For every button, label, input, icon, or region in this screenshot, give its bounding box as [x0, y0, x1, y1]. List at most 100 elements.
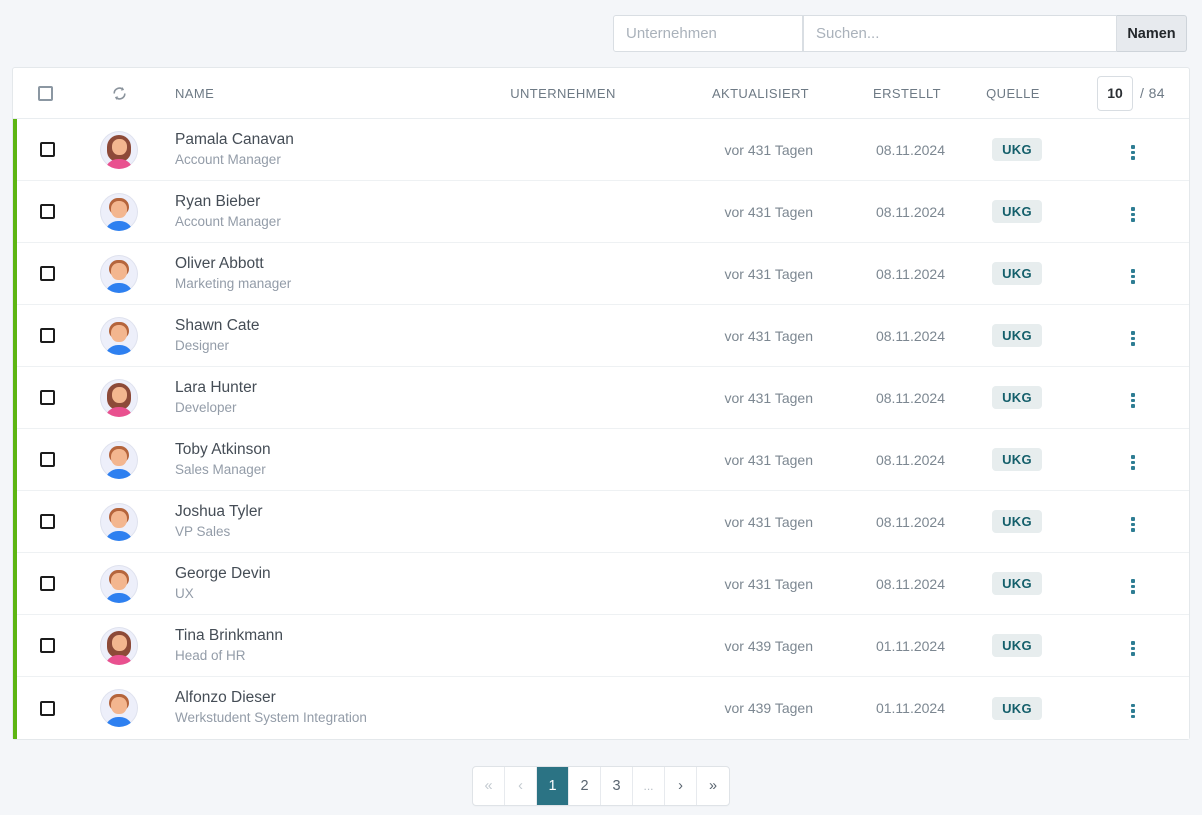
- kebab-menu-icon[interactable]: [1125, 575, 1141, 598]
- avatar: [100, 440, 138, 479]
- person-name[interactable]: Ryan Bieber: [175, 192, 261, 210]
- table-row: Pamala Canavan Account Manager vor 431 T…: [17, 119, 1189, 181]
- avatar: [100, 378, 138, 417]
- column-header-company[interactable]: UNTERNEHMEN: [510, 85, 616, 101]
- source-badge: UKG: [992, 510, 1042, 533]
- created-cell: 08.11.2024: [875, 327, 945, 344]
- person-name[interactable]: George Devin: [175, 564, 271, 582]
- pagination-page-3[interactable]: 3: [601, 767, 633, 805]
- row-checkbox[interactable]: [39, 266, 55, 281]
- table-row: Joshua Tyler VP Sales vor 431 Tagen 08.1…: [17, 491, 1189, 553]
- kebab-menu-icon[interactable]: [1125, 700, 1141, 723]
- kebab-menu-icon[interactable]: [1125, 389, 1141, 412]
- person-name[interactable]: Joshua Tyler: [175, 502, 263, 520]
- kebab-menu-icon[interactable]: [1125, 141, 1141, 164]
- created-cell: 08.11.2024: [875, 389, 945, 406]
- pagination-page-2[interactable]: 2: [569, 767, 601, 805]
- row-checkbox[interactable]: [39, 390, 55, 405]
- source-badge: UKG: [992, 200, 1042, 223]
- updated-cell: vor 431 Tagen: [724, 203, 813, 220]
- created-cell: 08.11.2024: [875, 513, 945, 530]
- total-count-label: / 84: [1140, 85, 1165, 101]
- search-input-group: Namen: [613, 15, 1187, 52]
- row-checkbox[interactable]: [39, 142, 55, 157]
- top-toolbar: Namen: [0, 0, 1202, 52]
- table-body: Pamala Canavan Account Manager vor 431 T…: [13, 119, 1189, 739]
- updated-cell: vor 431 Tagen: [724, 141, 813, 158]
- table-row: Tina Brinkmann Head of HR vor 439 Tagen …: [17, 615, 1189, 677]
- pagination-next[interactable]: ›: [665, 767, 697, 805]
- updated-cell: vor 431 Tagen: [724, 451, 813, 468]
- kebab-menu-icon[interactable]: [1125, 513, 1141, 536]
- select-all-checkbox[interactable]: [37, 85, 53, 101]
- kebab-menu-icon[interactable]: [1125, 327, 1141, 350]
- column-header-created[interactable]: ERSTELLT: [873, 85, 941, 101]
- source-badge: UKG: [992, 138, 1042, 161]
- names-button[interactable]: Namen: [1117, 15, 1187, 52]
- page-size-input[interactable]: [1097, 75, 1134, 111]
- avatar: [100, 192, 138, 231]
- column-header-updated[interactable]: AKTUALISIERT: [711, 85, 809, 101]
- avatar: [100, 502, 138, 541]
- created-cell: 01.11.2024: [875, 637, 945, 654]
- created-cell: 08.11.2024: [875, 451, 945, 468]
- source-badge: UKG: [992, 324, 1042, 347]
- row-checkbox[interactable]: [39, 514, 55, 529]
- created-cell: 08.11.2024: [875, 265, 945, 282]
- person-name[interactable]: Toby Atkinson: [175, 440, 271, 458]
- avatar: [100, 626, 138, 665]
- avatar: [100, 564, 138, 603]
- row-checkbox[interactable]: [39, 576, 55, 591]
- kebab-menu-icon[interactable]: [1125, 265, 1141, 288]
- source-badge: UKG: [992, 262, 1042, 285]
- source-badge: UKG: [992, 572, 1042, 595]
- avatar: [100, 316, 138, 355]
- person-name[interactable]: Alfonzo Dieser: [175, 689, 276, 707]
- person-title: Account Manager: [175, 151, 281, 167]
- updated-cell: vor 439 Tagen: [724, 700, 813, 716]
- source-badge: UKG: [992, 448, 1042, 471]
- row-checkbox[interactable]: [39, 700, 55, 716]
- table-row: George Devin UX vor 431 Tagen 08.11.2024…: [17, 553, 1189, 615]
- person-name[interactable]: Tina Brinkmann: [175, 626, 283, 644]
- row-checkbox[interactable]: [39, 204, 55, 219]
- updated-cell: vor 431 Tagen: [724, 327, 813, 344]
- updated-cell: vor 431 Tagen: [724, 513, 813, 530]
- person-title: UX: [175, 585, 194, 601]
- avatar: [100, 130, 138, 169]
- person-name[interactable]: Oliver Abbott: [175, 254, 264, 272]
- row-checkbox[interactable]: [39, 452, 55, 467]
- search-input[interactable]: [803, 15, 1117, 52]
- kebab-menu-icon[interactable]: [1125, 637, 1141, 660]
- kebab-menu-icon[interactable]: [1125, 203, 1141, 226]
- pagination-ellipsis[interactable]: ...: [633, 767, 665, 805]
- updated-cell: vor 431 Tagen: [724, 265, 813, 282]
- table-row: Oliver Abbott Marketing manager vor 431 …: [17, 243, 1189, 305]
- source-badge: UKG: [992, 634, 1042, 657]
- refresh-icon[interactable]: [77, 85, 161, 102]
- table-row: Alfonzo Dieser Werkstudent System Integr…: [17, 677, 1189, 739]
- pagination-first[interactable]: «: [473, 767, 505, 805]
- created-cell: 08.11.2024: [875, 203, 945, 220]
- company-filter-input[interactable]: [613, 15, 803, 52]
- person-title: Head of HR: [175, 647, 246, 663]
- person-title: VP Sales: [175, 523, 231, 539]
- pagination-last[interactable]: »: [708, 778, 718, 794]
- person-name[interactable]: Lara Hunter: [175, 378, 257, 396]
- pagination: « ‹ 1 2 3 ... › »: [472, 766, 730, 806]
- created-cell: 08.11.2024: [875, 575, 945, 592]
- person-title: Designer: [175, 337, 230, 353]
- person-name[interactable]: Shawn Cate: [175, 316, 260, 334]
- person-title: Marketing manager: [175, 275, 292, 291]
- person-name[interactable]: Pamala Canavan: [175, 130, 294, 148]
- row-checkbox[interactable]: [39, 638, 55, 653]
- pagination-page-1[interactable]: 1: [537, 767, 569, 805]
- kebab-menu-icon[interactable]: [1125, 451, 1141, 474]
- pagination-prev[interactable]: ‹: [505, 767, 537, 805]
- column-header-name[interactable]: NAME: [175, 85, 215, 101]
- column-header-source[interactable]: QUELLE: [986, 85, 1040, 101]
- person-title: Sales Manager: [175, 461, 266, 477]
- avatar: [100, 254, 138, 293]
- row-checkbox[interactable]: [39, 328, 55, 343]
- table-header-row: NAME UNTERNEHMEN AKTUALISIERT ERSTELLT Q…: [13, 68, 1189, 119]
